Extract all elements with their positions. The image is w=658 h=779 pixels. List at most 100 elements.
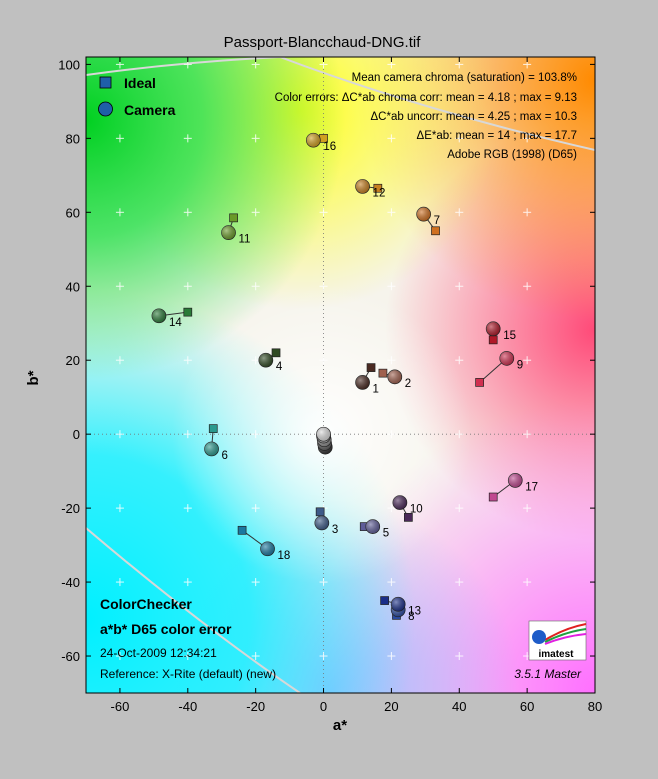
grid-cross — [387, 578, 396, 587]
patch-label: 12 — [373, 187, 386, 199]
y-tick-label: 60 — [66, 205, 80, 220]
camera-point-shading — [151, 308, 166, 323]
grid-cross — [523, 134, 532, 143]
camera-point-shading — [387, 369, 402, 384]
camera-point-shading — [314, 515, 329, 530]
camera-point-shading — [204, 441, 219, 456]
x-tick-label: -40 — [178, 699, 197, 714]
ideal-point — [315, 507, 325, 517]
grid-cross — [319, 282, 328, 291]
ideal-point — [380, 596, 389, 605]
grid-cross — [251, 578, 260, 587]
ideal-point — [208, 424, 218, 433]
ideal-point — [237, 525, 247, 535]
x-axis-label: a* — [333, 717, 347, 734]
grid-cross — [523, 504, 532, 513]
stats-line-5: Adobe RGB (1998) (D65) — [447, 149, 577, 161]
grid-cross — [523, 356, 532, 365]
grid-cross — [455, 504, 464, 513]
x-tick-label: 0 — [320, 699, 327, 714]
stats-line-1: Mean camera chroma (saturation) = 103.8% — [352, 72, 577, 84]
ideal-point — [229, 213, 238, 223]
grid-cross — [183, 578, 192, 587]
grid-cross — [183, 134, 192, 143]
legend-ideal-label: Ideal — [124, 75, 156, 91]
grid-cross — [115, 282, 124, 291]
logo-text: imatest — [538, 649, 574, 660]
camera-point-shading — [355, 375, 370, 390]
grid-cross — [183, 430, 192, 439]
grid-cross — [251, 356, 260, 365]
camera-point-shading — [316, 427, 331, 442]
grid-cross — [455, 134, 464, 143]
gamut-boundary-bottom — [86, 527, 301, 693]
patch-label: 1 — [373, 383, 379, 395]
patch-label: 10 — [410, 504, 423, 516]
patch-label: 17 — [525, 481, 538, 493]
y-tick-label: -60 — [61, 649, 80, 664]
legend: Ideal Camera — [98, 75, 176, 118]
patch-label: 15 — [503, 330, 516, 342]
y-tick-label: 40 — [66, 279, 80, 294]
legend-camera-swatch — [98, 101, 113, 117]
grid-cross — [115, 356, 124, 365]
camera-point-shading — [306, 133, 321, 148]
x-tick-label: 40 — [452, 699, 466, 714]
grid-cross — [251, 504, 260, 513]
patch-label: 5 — [383, 528, 389, 540]
info-date: 24-Oct-2009 12:34:21 — [100, 646, 217, 660]
grid-cross — [319, 208, 328, 217]
grid-cross — [455, 430, 464, 439]
stats-line-3: ΔC*ab uncorr: mean = 4.25 ; max = 10.3 — [371, 111, 578, 123]
info-heading-2: a*b* D65 color error — [100, 621, 232, 637]
grid-cross — [387, 652, 396, 661]
grid-cross — [251, 652, 260, 661]
camera-point-shading — [416, 207, 431, 222]
grid-cross — [183, 356, 192, 365]
grid-cross — [115, 652, 124, 661]
y-tick-label: 20 — [66, 353, 80, 368]
y-tick-label: 0 — [73, 427, 80, 442]
patch-label: 11 — [239, 234, 251, 246]
ideal-point — [488, 492, 498, 502]
y-tick-label: -40 — [61, 575, 80, 590]
camera-point-shading — [258, 353, 273, 368]
patch-label: 6 — [222, 450, 228, 462]
camera-point-shading — [365, 519, 380, 534]
grid-cross — [387, 282, 396, 291]
x-tick-label: -60 — [111, 699, 130, 714]
grid-cross — [387, 430, 396, 439]
x-tick-label: 20 — [384, 699, 398, 714]
y-tick-label: 100 — [58, 57, 80, 72]
plot-frame — [85, 56, 596, 694]
grid-cross — [387, 134, 396, 143]
grid-cross — [455, 652, 464, 661]
info-block: ColorChecker a*b* D65 color error 24-Oct… — [100, 596, 582, 681]
grid-cross — [115, 578, 124, 587]
gamut-boundary-top — [86, 57, 595, 151]
grid-cross — [319, 356, 328, 365]
y-axis-label: b* — [25, 370, 42, 385]
grid-cross — [251, 134, 260, 143]
info-heading-1: ColorChecker — [100, 596, 192, 612]
chart-title: Passport-Blancchaud-DNG.tif — [224, 34, 422, 51]
ideal-point — [431, 226, 440, 236]
patch-label: 18 — [278, 550, 291, 562]
grid-cross — [523, 578, 532, 587]
grid-cross — [115, 430, 124, 439]
patch-label: 2 — [405, 378, 411, 390]
grid-cross — [455, 578, 464, 587]
logo-globe-icon — [532, 630, 546, 644]
info-version: 3.5.1 Master — [514, 667, 582, 681]
grid-cross — [387, 356, 396, 365]
grid-cross — [523, 282, 532, 291]
patch-label: 9 — [517, 359, 523, 371]
grid-cross — [251, 208, 260, 217]
grid-cross — [523, 430, 532, 439]
grid-cross — [251, 282, 260, 291]
info-reference: Reference: X-Rite (default) (new) — [100, 667, 276, 681]
grid-cross — [115, 208, 124, 217]
stats-block: Mean camera chroma (saturation) = 103.8%… — [275, 72, 578, 161]
y-tick-label: 80 — [66, 131, 80, 146]
